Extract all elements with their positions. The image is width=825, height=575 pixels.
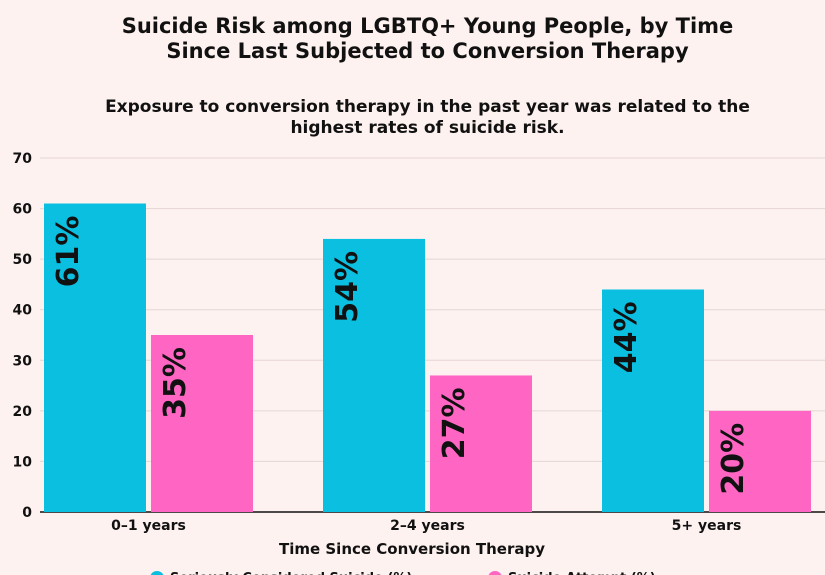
y-tick-label: 10 [13,454,33,470]
y-tick-label: 60 [13,202,33,218]
bar [44,203,146,512]
y-tick-label: 40 [13,303,33,319]
bar [430,375,532,512]
chart-title: Suicide Risk among LGBTQ+ Young People, … [121,14,734,63]
data-label: 44% [609,301,644,373]
bar [709,410,811,512]
bar [323,238,425,512]
legend-marker [150,571,164,575]
legend-label: Suicide Attempt (%) [508,571,656,575]
x-tick-label: 2–4 years [390,518,465,534]
y-tick-label: 0 [22,505,32,521]
x-tick-label: 5+ years [672,518,742,534]
data-label: 61% [51,216,86,288]
bar [151,335,253,512]
data-label: 35% [158,347,193,419]
legend-label: Seriously Considered Suicide (%) [170,571,412,575]
data-label: 54% [330,251,365,323]
x-tick-label: 0–1 years [111,518,186,534]
y-tick-label: 70 [13,151,33,167]
chart-subtitle: Exposure to conversion therapy in the pa… [105,97,750,138]
y-tick-label: 30 [13,353,33,369]
y-tick-label: 50 [13,252,33,268]
x-axis-title: Time Since Conversion Therapy [279,540,545,558]
data-label: 27% [437,387,472,459]
y-tick-label: 20 [13,404,33,420]
data-label: 20% [716,423,751,495]
bar [602,289,704,512]
legend-marker [488,571,502,575]
